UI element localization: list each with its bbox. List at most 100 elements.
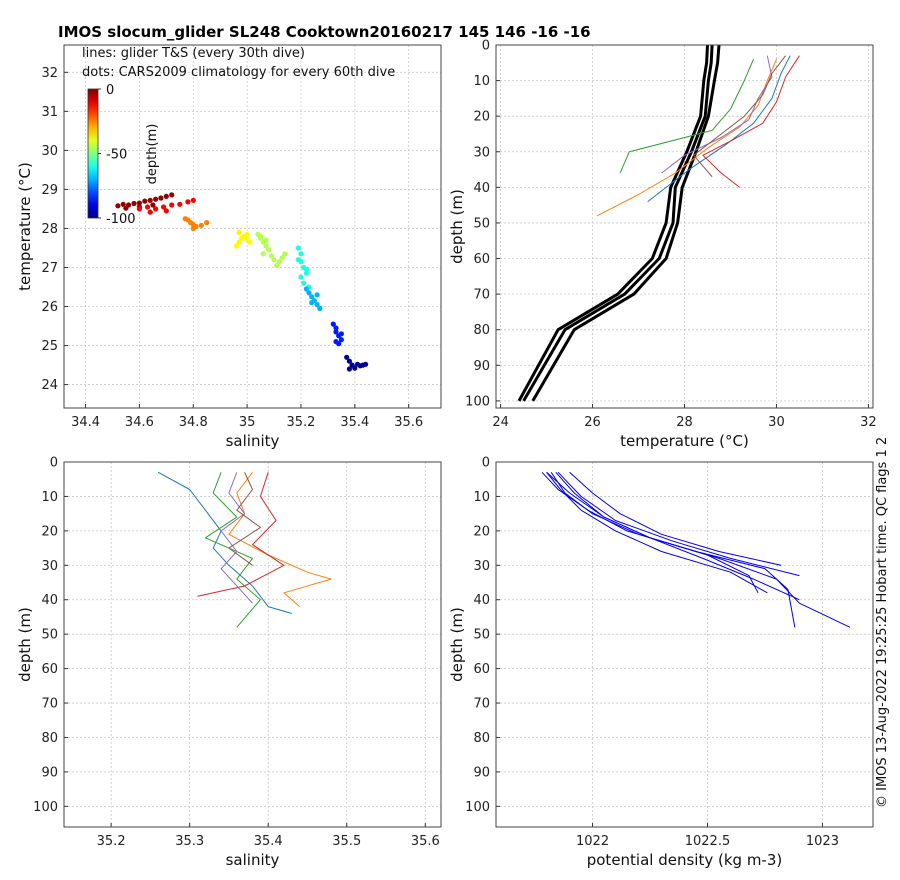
- colorbar-tick-label: -100: [106, 212, 136, 227]
- glider-line: [555, 471, 800, 601]
- climatology-dot: [144, 204, 151, 210]
- glider-line: [557, 471, 800, 577]
- climatology-dot: [298, 251, 304, 257]
- climatology-dot: [163, 193, 169, 199]
- y-axis-label: depth (m): [16, 607, 34, 682]
- y-tick-label: 50: [41, 628, 58, 643]
- climatology-dot: [338, 337, 344, 343]
- glider-line: [228, 472, 261, 566]
- climatology-dot: [190, 197, 196, 203]
- climatology-dot: [120, 201, 126, 207]
- y-tick-label: 32: [41, 66, 58, 81]
- x-tick-label: 34.6: [125, 415, 154, 430]
- x-tick-label: 1022.5: [685, 834, 731, 849]
- plot-marks: [517, 45, 800, 402]
- y-tick-label: 20: [41, 524, 58, 539]
- climatology-dot: [330, 321, 336, 327]
- climatology-dot: [333, 339, 339, 345]
- climatology-dot: [136, 206, 142, 212]
- y-tick-label: 80: [41, 731, 58, 746]
- y-axis-label: temperature (°C): [16, 162, 34, 291]
- climatology-dot: [161, 204, 167, 210]
- y-tick-label: 30: [473, 145, 490, 160]
- y-tick-label: 80: [473, 323, 490, 338]
- climatology-dot: [236, 239, 242, 245]
- x-tick-label: 35.3: [175, 834, 204, 849]
- panels: 34.4 34.6 34.8 35 35.2 35.4 35.6 24 25 26 27 28 29 30…: [16, 39, 877, 870]
- x-tick-label: 35.6: [411, 834, 440, 849]
- climatology-dot: [198, 222, 204, 228]
- y-tick-label: 60: [41, 662, 58, 677]
- glider-line: [569, 471, 782, 566]
- colorbar-label: depth(m): [145, 124, 160, 185]
- y-tick-label: 28: [41, 222, 58, 237]
- climatology-dot: [266, 247, 272, 253]
- y-tick-label: 90: [41, 765, 58, 780]
- plot-marks: [157, 471, 332, 628]
- y-axis-label: depth (m): [448, 607, 466, 682]
- climatology-dot: [295, 257, 301, 263]
- x-tick-label: 1022: [576, 834, 609, 849]
- y-tick-label: 90: [473, 765, 490, 780]
- climatology-dot: [303, 286, 309, 292]
- climatology-dot: [309, 300, 315, 306]
- y-tick-label: 40: [41, 593, 58, 608]
- plot-marks: [115, 192, 369, 372]
- climatology-dot: [153, 196, 159, 202]
- climatology-dot: [303, 270, 309, 276]
- glider-line: [647, 55, 791, 202]
- glider-line: [197, 472, 285, 597]
- climatology-dot: [346, 366, 352, 372]
- climatology-dot: [177, 201, 183, 207]
- climatology-dot: [182, 216, 188, 222]
- x-tick-label: 35.2: [286, 415, 315, 430]
- x-tick-label: 34.8: [179, 415, 208, 430]
- y-tick-label: 50: [473, 628, 490, 643]
- x-tick-label: 35.4: [340, 415, 369, 430]
- climatology-line: [517, 45, 709, 402]
- climatology-dot: [204, 220, 210, 226]
- y-tick-label: 25: [41, 339, 58, 354]
- climatology-dot: [136, 200, 142, 206]
- colorbar: 0 -50 -100 depth(m): [87, 83, 160, 227]
- colorbar-tick-label: 0: [106, 83, 114, 98]
- climatology-dot: [169, 192, 175, 198]
- x-tick-label: 35.4: [254, 834, 283, 849]
- plot-area: [64, 45, 441, 408]
- y-tick-label: 0: [482, 456, 490, 471]
- y-axis-label: depth (m): [448, 189, 466, 264]
- axes-frame: [495, 461, 874, 828]
- climatology-dot: [333, 325, 339, 331]
- climatology-dot: [317, 305, 323, 312]
- climatology-dot: [295, 245, 301, 251]
- panel-bottom-left: 35.2 35.3 35.4 35.5 35.6 0 10 20 30 40 50 60 70 80 90 1…: [16, 456, 442, 869]
- climatology-dot: [346, 358, 352, 364]
- y-tick-label: 70: [41, 697, 58, 712]
- climatology-dot: [147, 209, 153, 215]
- climatology-dot: [276, 259, 282, 265]
- climatology-dot: [233, 243, 239, 249]
- legend-lines-note: lines: glider T&S (every 30th dive): [82, 46, 305, 61]
- y-tick-label: 27: [41, 261, 58, 276]
- y-tick-label: 30: [41, 559, 58, 574]
- x-tick-label: 35.6: [394, 415, 423, 430]
- x-tick-label: 35.2: [97, 834, 126, 849]
- climatology-dot: [150, 202, 156, 208]
- glider-line: [702, 55, 800, 188]
- plot-area: [496, 462, 873, 827]
- x-axis-label: salinity: [226, 432, 280, 450]
- y-tick-label: 70: [473, 697, 490, 712]
- climatology-dot: [301, 280, 307, 286]
- climatology-dot: [279, 255, 285, 261]
- climatology-dot: [147, 197, 153, 203]
- y-tick-label: 10: [473, 74, 490, 89]
- y-tick-label: 29: [41, 183, 58, 198]
- climatology-dot: [244, 231, 250, 237]
- y-tick-label: 10: [473, 490, 490, 505]
- x-tick-label: 34.4: [71, 415, 100, 430]
- climatology-dot: [314, 302, 320, 308]
- climatology-dot: [163, 208, 169, 214]
- colorbar-tick-label: -50: [106, 148, 127, 163]
- x-tick-label: 1023: [806, 834, 839, 849]
- climatology-dot: [263, 243, 269, 249]
